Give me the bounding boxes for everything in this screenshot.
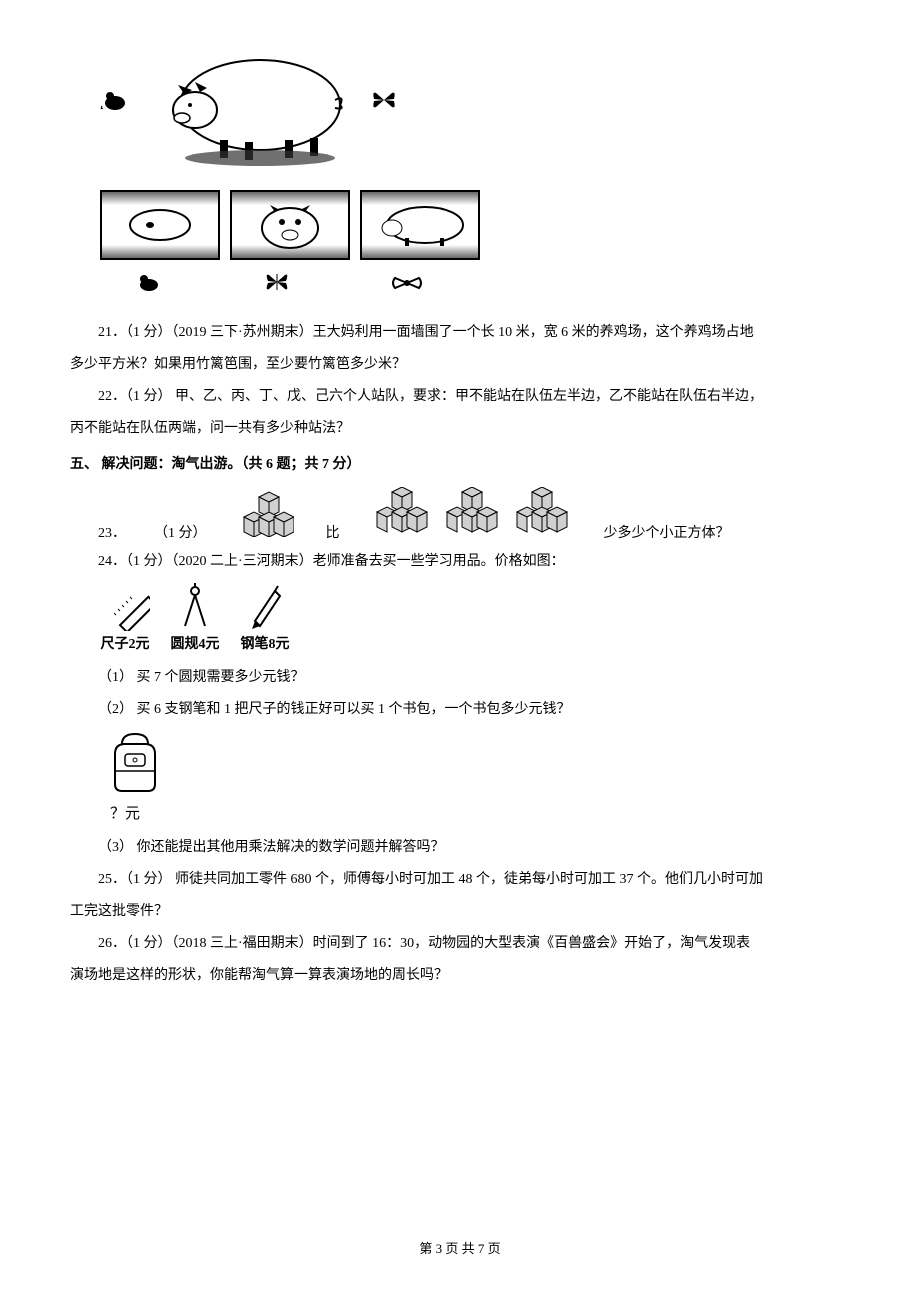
q26-points: （1 分）	[126, 936, 172, 951]
question-24: 24．（1 分）（2020 二上·三河期末）老师准备去买一些学习用品。价格如图：	[70, 548, 850, 576]
q24-sub1-num: （1）	[98, 670, 133, 685]
compass-label: 圆规4元	[170, 631, 220, 659]
question-23: 23．（1 分） 比	[70, 487, 850, 548]
butterfly-icon	[370, 85, 398, 125]
q24-sub3-num: （3）	[98, 840, 133, 855]
q24-text: 老师准备去买一些学习用品。价格如图：	[313, 554, 565, 569]
question-25: 25．（1 分） 师徒共同加工零件 680 个，师傅每小时可加工 48 个，徒弟…	[70, 866, 850, 894]
section-5-header: 五、 解决问题：淘气出游。（共 6 题；共 7 分）	[70, 451, 850, 479]
supplies-row: 尺子2元 圆规4元 钢笔8元	[100, 581, 850, 659]
q22-points: （1 分）	[126, 389, 172, 404]
bat-icon	[391, 265, 423, 309]
bag-image-area: ？元	[100, 729, 850, 829]
q26-text1: 时间到了 16：30，动物园的大型表演《百兽盛会》开始了，淘气发现表	[313, 936, 751, 951]
q25-continue: 工完这批零件？	[70, 898, 850, 926]
pen-label: 钢笔8元	[240, 631, 290, 659]
q25-number: 25．	[98, 872, 126, 887]
q24-sub2: （2） 买 6 支钢笔和 1 把尺子的钱正好可以买 1 个书包，一个书包多少元钱…	[70, 696, 850, 724]
q21-continue: 多少平方米？如果用竹篱笆围，至少要竹篱笆多少米？	[70, 351, 850, 379]
q24-sub2-text: 买 6 支钢笔和 1 把尺子的钱正好可以买 1 个书包，一个书包多少元钱？	[133, 702, 571, 717]
three-frames-row	[100, 190, 850, 260]
frame-pig-side	[360, 190, 480, 260]
q26-number: 26．	[98, 936, 126, 951]
butterfly-icon-2	[263, 265, 291, 309]
supply-pen: 钢笔8元	[240, 581, 290, 659]
q21-source: （2019 三下·苏州期末）	[172, 325, 313, 340]
compass-icon	[170, 581, 220, 631]
q26-continue: 演场地是这样的形状，你能帮淘气算一算表演场地的周长吗？	[70, 962, 850, 990]
supply-ruler: 尺子2元	[100, 581, 150, 659]
mouse-icon-2	[135, 265, 163, 309]
q24-sub1-text: 买 7 个圆规需要多少元钱？	[133, 670, 305, 685]
question-26: 26．（1 分）（2018 三上·福田期末）时间到了 16：30，动物园的大型表…	[70, 930, 850, 958]
q24-points: （1 分）	[126, 554, 172, 569]
q24-number: 24．	[98, 554, 126, 569]
q21-points: （1 分）	[126, 325, 172, 340]
cube-group-small	[211, 487, 294, 548]
cube-group-large	[344, 487, 572, 548]
q25-text1: 师徒共同加工零件 680 个，师傅每小时可加工 48 个，徒弟每小时可加工 37…	[172, 872, 764, 887]
q23-number: 23．	[70, 520, 126, 548]
frame-plate-view	[100, 190, 220, 260]
q24-sub1: （1） 买 7 个圆规需要多少元钱？	[70, 664, 850, 692]
q24-sub2-num: （2）	[98, 702, 133, 717]
q24-sub3-text: 你还能提出其他用乘法解决的数学问题并解答吗？	[133, 840, 445, 855]
q22-continue: 丙不能站在队伍两端，问一共有多少种站法？	[70, 415, 850, 443]
frame-pig-front	[230, 190, 350, 260]
pen-icon	[240, 581, 290, 631]
q26-source: （2018 三上·福田期末）	[172, 936, 313, 951]
pig-large-illustration	[150, 40, 350, 170]
q24-sub3: （3） 你还能提出其他用乘法解决的数学问题并解答吗？	[70, 834, 850, 862]
q22-text1: 甲、乙、丙、丁、戊、己六个人站队，要求：甲不能站在队伍左半边，乙不能站在队伍右半…	[172, 389, 764, 404]
q22-number: 22．	[98, 389, 126, 404]
top-illustration-area	[100, 40, 850, 309]
q24-source: （2020 二上·三河期末）	[172, 554, 313, 569]
q21-number: 21．	[98, 325, 126, 340]
mouse-icon	[100, 81, 130, 129]
bag-icon	[100, 729, 170, 799]
q25-points: （1 分）	[126, 872, 172, 887]
supply-compass: 圆规4元	[170, 581, 220, 659]
three-bottom-icons	[135, 265, 850, 309]
ruler-icon	[100, 581, 150, 631]
bag-price-label: ？元	[110, 799, 850, 829]
question-22: 22．（1 分） 甲、乙、丙、丁、戊、己六个人站队，要求：甲不能站在队伍左半边，…	[70, 383, 850, 411]
q23-points: （1 分）	[126, 520, 207, 548]
q21-text1: 王大妈利用一面墙围了一个长 10 米，宽 6 米的养鸡场，这个养鸡场占地	[313, 325, 754, 340]
question-21: 21．（1 分）（2019 三下·苏州期末）王大妈利用一面墙围了一个长 10 米…	[70, 319, 850, 347]
q23-mid: 比	[298, 520, 340, 548]
q23-end: 少多少个小正方体？	[576, 520, 730, 548]
ruler-label: 尺子2元	[100, 631, 150, 659]
pig-scene-row	[100, 40, 850, 170]
page-footer: 第 3 页 共 7 页	[0, 1236, 920, 1262]
